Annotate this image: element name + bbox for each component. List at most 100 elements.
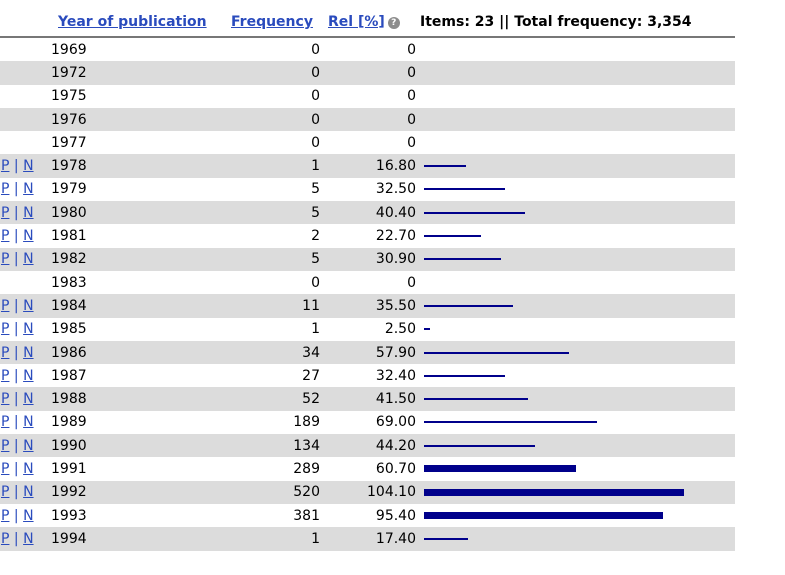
year-cell: 1972 [50,61,230,85]
relative-frequency-bar [424,537,468,540]
table-row: P | N 1981 2 22.70 [0,224,735,248]
positive-filter-link[interactable]: P [1,344,10,361]
bar-cell [416,317,735,341]
row-links-cell [0,107,50,132]
positive-filter-link[interactable]: P [1,204,10,221]
table-row: 1976 0 0 [0,107,735,132]
items-summary: Items: 23 || Total frequency: 3,354 [420,14,692,30]
links-header [0,8,50,38]
positive-filter-link[interactable]: P [1,484,10,501]
table-row: P | N 1993 381 95.40 [0,503,735,528]
bar-cell [416,527,735,551]
negative-filter-link[interactable]: N [23,414,34,431]
positive-filter-link[interactable]: P [1,507,10,524]
relative-frequency-bar [424,165,466,168]
frequency-cell: 189 [230,410,324,435]
negative-filter-link[interactable]: N [23,204,34,221]
negative-filter-link[interactable]: N [23,228,34,245]
sort-by-rel-link[interactable]: Rel [%] [328,14,385,30]
row-links-cell: P | N [0,410,50,435]
year-cell: 1979 [50,177,230,202]
row-links-cell [0,61,50,85]
negative-filter-link[interactable]: N [23,460,34,477]
positive-filter-link[interactable]: P [1,460,10,477]
rel-cell: 69.00 [324,410,416,435]
relative-frequency-bar [424,328,430,331]
negative-filter-link[interactable]: N [23,507,34,524]
positive-filter-link[interactable]: P [1,297,10,314]
year-cell: 1990 [50,434,230,458]
year-cell: 1981 [50,224,230,248]
table-row: 1983 0 0 [0,270,735,295]
positive-filter-link[interactable]: P [1,530,10,547]
rel-cell: 57.90 [324,340,416,365]
bar-cell [416,387,735,411]
frequency-cell: 0 [230,107,324,132]
year-cell: 1993 [50,503,230,528]
year-header: Year of publication [50,8,230,38]
negative-filter-link[interactable]: N [23,391,34,408]
rel-cell: 0 [324,61,416,85]
table-row: 1977 0 0 [0,131,735,155]
negative-filter-link[interactable]: N [23,158,34,175]
frequency-cell: 289 [230,457,324,481]
year-cell: 1987 [50,364,230,388]
positive-filter-link[interactable]: P [1,414,10,431]
row-links-cell: P | N [0,177,50,202]
year-cell: 1988 [50,387,230,411]
year-cell: 1983 [50,270,230,295]
row-links-cell: P | N [0,201,50,225]
link-separator: | [13,367,19,384]
positive-filter-link[interactable]: P [1,251,10,268]
rel-cell: 30.90 [324,247,416,271]
negative-filter-link[interactable]: N [23,297,34,314]
positive-filter-link[interactable]: P [1,181,10,198]
bar-cell [416,364,735,388]
positive-filter-link[interactable]: P [1,367,10,384]
link-separator: | [13,181,19,198]
sort-by-frequency-link[interactable]: Frequency [231,14,313,30]
bar-cell [416,457,735,481]
link-separator: | [13,530,19,547]
negative-filter-link[interactable]: N [23,344,34,361]
bar-cell [416,61,735,85]
negative-filter-link[interactable]: N [23,484,34,501]
frequency-table: Year of publication Frequency Rel [%]? I… [0,8,735,551]
table-row: P | N 1989 189 69.00 [0,410,735,435]
positive-filter-link[interactable]: P [1,158,10,175]
negative-filter-link[interactable]: N [23,321,34,338]
link-separator: | [13,391,19,408]
rel-cell: 0 [324,84,416,108]
positive-filter-link[interactable]: P [1,228,10,245]
rel-cell: 0 [324,270,416,295]
frequency-cell: 0 [230,270,324,295]
row-links-cell: P | N [0,387,50,411]
negative-filter-link[interactable]: N [23,251,34,268]
rel-cell: 44.20 [324,434,416,458]
rel-cell: 22.70 [324,224,416,248]
rel-cell: 16.80 [324,154,416,178]
sort-by-year-link[interactable]: Year of publication [58,14,207,30]
negative-filter-link[interactable]: N [23,437,34,454]
frequency-cell: 2 [230,224,324,248]
negative-filter-link[interactable]: N [23,181,34,198]
frequency-cell: 134 [230,434,324,458]
negative-filter-link[interactable]: N [23,367,34,384]
question-circle-icon[interactable]: ? [387,17,400,29]
positive-filter-link[interactable]: P [1,437,10,454]
frequency-cell: 1 [230,154,324,178]
relative-frequency-bar [424,258,501,261]
year-cell: 1982 [50,247,230,271]
bar-cell [416,37,735,62]
bar-cell [416,410,735,435]
year-cell: 1980 [50,201,230,225]
table-row: P | N 1994 1 17.40 [0,527,735,551]
negative-filter-link[interactable]: N [23,530,34,547]
bar-cell [416,224,735,248]
positive-filter-link[interactable]: P [1,391,10,408]
positive-filter-link[interactable]: P [1,321,10,338]
frequency-cell: 520 [230,480,324,504]
relative-frequency-bar [424,374,505,377]
table-row: 1975 0 0 [0,84,735,108]
row-links-cell: P | N [0,527,50,551]
